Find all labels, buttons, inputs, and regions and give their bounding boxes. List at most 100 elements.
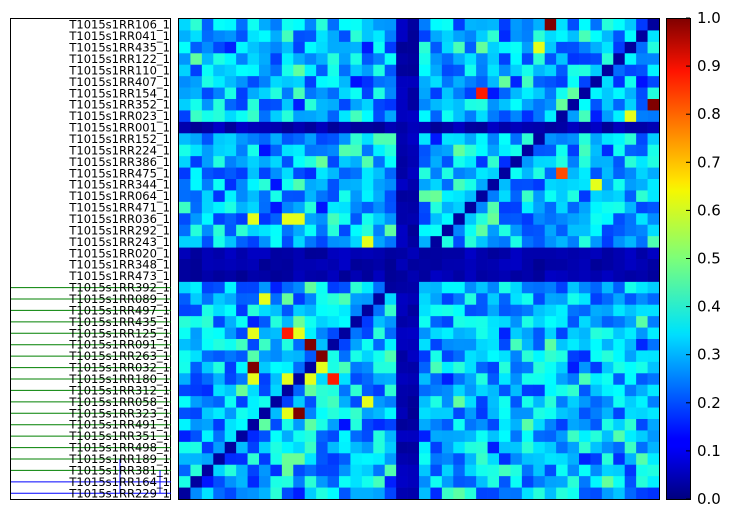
heatmap-cell: [373, 144, 386, 157]
heatmap-cell: [601, 270, 614, 283]
heatmap-cell: [647, 316, 660, 328]
heatmap-cell: [636, 19, 648, 31]
heatmap-cell: [259, 361, 271, 374]
heatmap-cell: [453, 407, 466, 420]
heatmap-cell: [476, 316, 488, 328]
heatmap-cell: [636, 99, 648, 111]
heatmap-cell: [224, 19, 237, 31]
heatmap-cell: [339, 430, 351, 443]
heatmap-cell: [476, 327, 488, 340]
heatmap-cell: [179, 361, 191, 374]
row-label: T1015s1RR263_1: [68, 349, 170, 363]
heatmap-cell: [190, 373, 203, 386]
heatmap-cell: [533, 99, 546, 111]
heatmap-cell: [544, 259, 557, 271]
heatmap-cell: [613, 441, 626, 454]
heatmap-cell: [510, 270, 523, 283]
heatmap-cell: [179, 133, 191, 146]
heatmap-cell: [224, 247, 237, 260]
heatmap-cell: [579, 236, 591, 248]
heatmap-cell: [236, 87, 248, 100]
heatmap-cell: [224, 190, 237, 203]
heatmap-cell: [430, 247, 443, 260]
heatmap-cell: [533, 476, 546, 488]
heatmap-cell: [361, 430, 374, 443]
heatmap-cell: [613, 270, 626, 283]
heatmap-cell: [350, 247, 363, 260]
heatmap-cell: [590, 441, 603, 454]
heatmap-cell: [361, 190, 374, 203]
heatmap-cell: [624, 110, 637, 123]
heatmap-cell: [304, 407, 317, 420]
heatmap-cell: [521, 339, 534, 351]
heatmap-cell: [350, 407, 363, 420]
heatmap-cell: [259, 396, 271, 408]
heatmap-cell: [567, 99, 580, 111]
heatmap-cell: [567, 407, 580, 420]
heatmap-cell: [293, 110, 306, 123]
heatmap-cell: [316, 156, 328, 168]
heatmap-cell: [533, 350, 546, 363]
heatmap-cell: [441, 407, 454, 420]
heatmap-cell: [384, 270, 397, 283]
heatmap-cell: [201, 270, 214, 283]
heatmap-cell: [213, 270, 226, 283]
heatmap-cell: [636, 201, 648, 214]
heatmap-cell: [281, 350, 294, 363]
heatmap-cell: [510, 407, 523, 420]
heatmap-cell: [613, 487, 626, 500]
heatmap-cell: [407, 76, 420, 88]
heatmap-cell: [476, 476, 488, 488]
heatmap-cell: [419, 19, 431, 31]
heatmap-cell: [384, 213, 397, 226]
heatmap-cell: [350, 133, 363, 146]
heatmap-cell: [316, 361, 328, 374]
heatmap-cell: [236, 350, 248, 363]
heatmap-cell: [613, 110, 626, 123]
heatmap-cell: [270, 213, 283, 226]
heatmap-cell: [453, 487, 466, 500]
heatmap-cell: [453, 464, 466, 477]
heatmap-cell: [281, 133, 294, 146]
heatmap-cell: [567, 213, 580, 226]
heatmap-cell: [350, 281, 363, 294]
heatmap-cell: [613, 259, 626, 271]
heatmap-cell: [270, 19, 283, 31]
heatmap-cell: [327, 19, 340, 31]
heatmap-cell: [544, 293, 557, 306]
heatmap-cell: [419, 430, 431, 443]
heatmap-cell: [270, 121, 283, 134]
heatmap-cell: [247, 464, 260, 477]
heatmap-cell: [384, 259, 397, 271]
heatmap-cell: [624, 247, 637, 260]
heatmap-cell: [464, 270, 477, 283]
heatmap-cell: [544, 316, 557, 328]
heatmap-cell: [567, 224, 580, 237]
heatmap-cell: [590, 41, 603, 54]
heatmap-cell: [453, 201, 466, 214]
heatmap-cell: [441, 30, 454, 43]
row-label: T1015s1RR180_1: [68, 372, 170, 386]
row-label: T1015s1RR392_1: [68, 281, 170, 295]
heatmap-cell: [647, 350, 660, 363]
heatmap-cell: [636, 453, 648, 466]
heatmap-cell: [544, 350, 557, 363]
heatmap-cell: [430, 316, 443, 328]
heatmap-cell: [613, 64, 626, 77]
heatmap-cell: [499, 121, 511, 134]
heatmap-cell: [247, 293, 260, 306]
heatmap-cell: [384, 281, 397, 294]
heatmap-cell: [499, 396, 511, 408]
heatmap-cell: [441, 224, 454, 237]
heatmap-cell: [453, 99, 466, 111]
heatmap-cell: [259, 87, 271, 100]
heatmap-cell: [293, 224, 306, 237]
heatmap-cell: [339, 293, 351, 306]
heatmap-cell: [407, 190, 420, 203]
heatmap-cell: [464, 361, 477, 374]
heatmap-cell: [304, 213, 317, 226]
heatmap-cell: [293, 464, 306, 477]
heatmap-cell: [510, 201, 523, 214]
heatmap-cell: [293, 419, 306, 431]
heatmap-cell: [213, 281, 226, 294]
